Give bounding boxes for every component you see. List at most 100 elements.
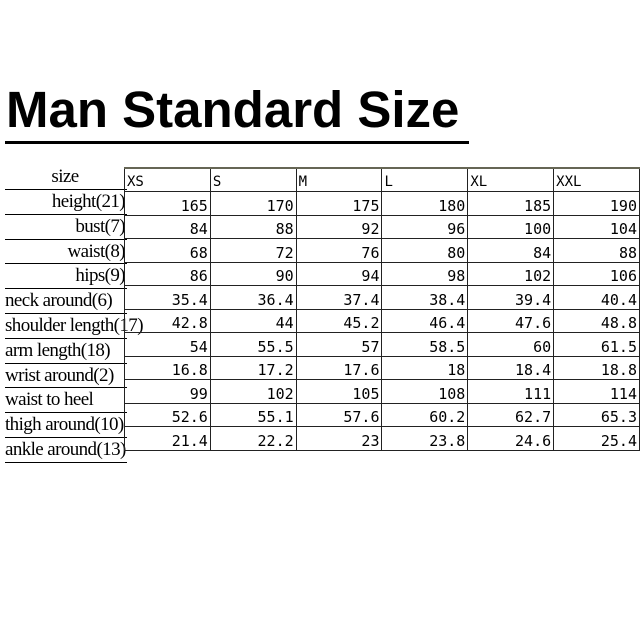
table-cell: 96 bbox=[381, 214, 469, 239]
table-row: 52.6 55.1 57.6 60.2 62.7 65.3 bbox=[124, 402, 640, 427]
table-cell: 104 bbox=[553, 214, 640, 239]
table-cell: 45.2 bbox=[295, 308, 383, 333]
table-cell: 92 bbox=[295, 214, 383, 239]
row-label: bust(7) bbox=[5, 215, 127, 240]
table-cell: 35.4 bbox=[124, 285, 211, 310]
table-cell: 105 bbox=[295, 379, 383, 404]
size-header-m: M bbox=[295, 167, 383, 192]
table-cell: 90 bbox=[209, 261, 297, 286]
table-cell: 100 bbox=[467, 214, 555, 239]
table-cell: 185 bbox=[467, 191, 555, 216]
table-cell: 54 bbox=[124, 332, 211, 357]
table-cell: 72 bbox=[209, 238, 297, 263]
table-cell: 57.6 bbox=[295, 402, 383, 427]
table-cell: 47.6 bbox=[467, 308, 555, 333]
table-cell: 18.4 bbox=[467, 355, 555, 380]
table-row: 86 90 94 98 102 106 bbox=[124, 261, 640, 286]
table-cell: 17.6 bbox=[295, 355, 383, 380]
row-label: hips(9) bbox=[5, 264, 127, 290]
table-cell: 111 bbox=[467, 379, 555, 404]
row-label: arm length(18) bbox=[5, 339, 127, 364]
table-row: 21.4 22.2 23 23.8 24.6 25.4 bbox=[124, 426, 640, 451]
table-cell: 18.8 bbox=[553, 355, 640, 380]
table-cell: 55.5 bbox=[209, 332, 297, 357]
table-row: 42.8 44 45.2 46.4 47.6 48.8 bbox=[124, 308, 640, 333]
table-cell: 52.6 bbox=[124, 402, 211, 427]
table-row: 35.4 36.4 37.4 38.4 39.4 40.4 bbox=[124, 285, 640, 310]
size-header-xl: XL bbox=[467, 167, 555, 192]
table-cell: 44 bbox=[209, 308, 297, 333]
size-header-xs: XS bbox=[124, 167, 211, 192]
table-cell: 88 bbox=[209, 214, 297, 239]
table-cell: 80 bbox=[381, 238, 469, 263]
table-cell: 62.7 bbox=[467, 402, 555, 427]
table-cell: 102 bbox=[209, 379, 297, 404]
row-label: waist to heel bbox=[5, 388, 127, 414]
row-labels: size height(21) bust(7) waist(8) hips(9) nec… bbox=[5, 167, 144, 463]
table-cell: 99 bbox=[124, 379, 211, 404]
table-row: 68 72 76 80 84 88 bbox=[124, 238, 640, 263]
size-label: size bbox=[5, 167, 127, 190]
table-cell: 98 bbox=[381, 261, 469, 286]
size-header-row: XS S M L XL XXL bbox=[124, 167, 640, 192]
row-label: wrist around(2) bbox=[5, 364, 127, 389]
table-cell: 165 bbox=[124, 191, 211, 216]
table-cell: 76 bbox=[295, 238, 383, 263]
table-cell: 88 bbox=[553, 238, 640, 263]
table-cell: 86 bbox=[124, 261, 211, 286]
table-cell: 25.4 bbox=[553, 426, 640, 451]
table-cell: 84 bbox=[124, 214, 211, 239]
table-cell: 48.8 bbox=[553, 308, 640, 333]
table-cell: 68 bbox=[124, 238, 211, 263]
table-cell: 65.3 bbox=[553, 402, 640, 427]
table-row: 54 55.5 57 58.5 60 61.5 bbox=[124, 332, 640, 357]
row-label: waist(8) bbox=[5, 240, 127, 265]
table-cell: 58.5 bbox=[381, 332, 469, 357]
table-cell: 84 bbox=[467, 238, 555, 263]
table-cell: 57 bbox=[295, 332, 383, 357]
size-header-xxl: XXL bbox=[553, 167, 640, 192]
table-row: 16.8 17.2 17.6 18 18.4 18.8 bbox=[124, 355, 640, 380]
table-cell: 36.4 bbox=[209, 285, 297, 310]
table-cell: 23 bbox=[295, 426, 383, 451]
table-cell: 40.4 bbox=[553, 285, 640, 310]
table-cell: 37.4 bbox=[295, 285, 383, 310]
table-cell: 61.5 bbox=[553, 332, 640, 357]
row-label: height(21) bbox=[5, 190, 127, 215]
table-cell: 46.4 bbox=[381, 308, 469, 333]
row-label: ankle around(13) bbox=[5, 438, 127, 463]
table-row: 84 88 92 96 100 104 bbox=[124, 214, 640, 239]
table-cell: 60.2 bbox=[381, 402, 469, 427]
table-cell: 55.1 bbox=[209, 402, 297, 427]
table-cell: 60 bbox=[467, 332, 555, 357]
table-cell: 22.2 bbox=[209, 426, 297, 451]
table-cell: 170 bbox=[209, 191, 297, 216]
table-cell: 180 bbox=[381, 191, 469, 216]
row-label: neck around(6) bbox=[5, 289, 127, 314]
table-cell: 114 bbox=[553, 379, 640, 404]
table-cell: 102 bbox=[467, 261, 555, 286]
table-cell: 16.8 bbox=[124, 355, 211, 380]
table-cell: 18 bbox=[381, 355, 469, 380]
table-cell: 175 bbox=[295, 191, 383, 216]
row-label: thigh around(10) bbox=[5, 413, 127, 438]
table-cell: 21.4 bbox=[124, 426, 211, 451]
size-table: XS S M L XL XXL 165 170 175 180 185 190 84 88 92 96 100… bbox=[124, 167, 640, 451]
table-cell: 190 bbox=[553, 191, 640, 216]
table-cell: 38.4 bbox=[381, 285, 469, 310]
table-cell: 94 bbox=[295, 261, 383, 286]
page-title: Man Standard Size bbox=[6, 81, 460, 138]
table-cell: 17.2 bbox=[209, 355, 297, 380]
table-cell: 108 bbox=[381, 379, 469, 404]
table-cell: 106 bbox=[553, 261, 640, 286]
table-row: 165 170 175 180 185 190 bbox=[124, 191, 640, 216]
row-label: shoulder length(17) bbox=[5, 314, 144, 339]
table-cell: 24.6 bbox=[467, 426, 555, 451]
size-header-l: L bbox=[381, 167, 469, 192]
table-row: 99 102 105 108 111 114 bbox=[124, 379, 640, 404]
table-cell: 23.8 bbox=[381, 426, 469, 451]
size-header-s: S bbox=[209, 167, 297, 192]
title-underline bbox=[5, 141, 469, 144]
table-cell: 42.8 bbox=[124, 308, 211, 333]
table-cell: 39.4 bbox=[467, 285, 555, 310]
